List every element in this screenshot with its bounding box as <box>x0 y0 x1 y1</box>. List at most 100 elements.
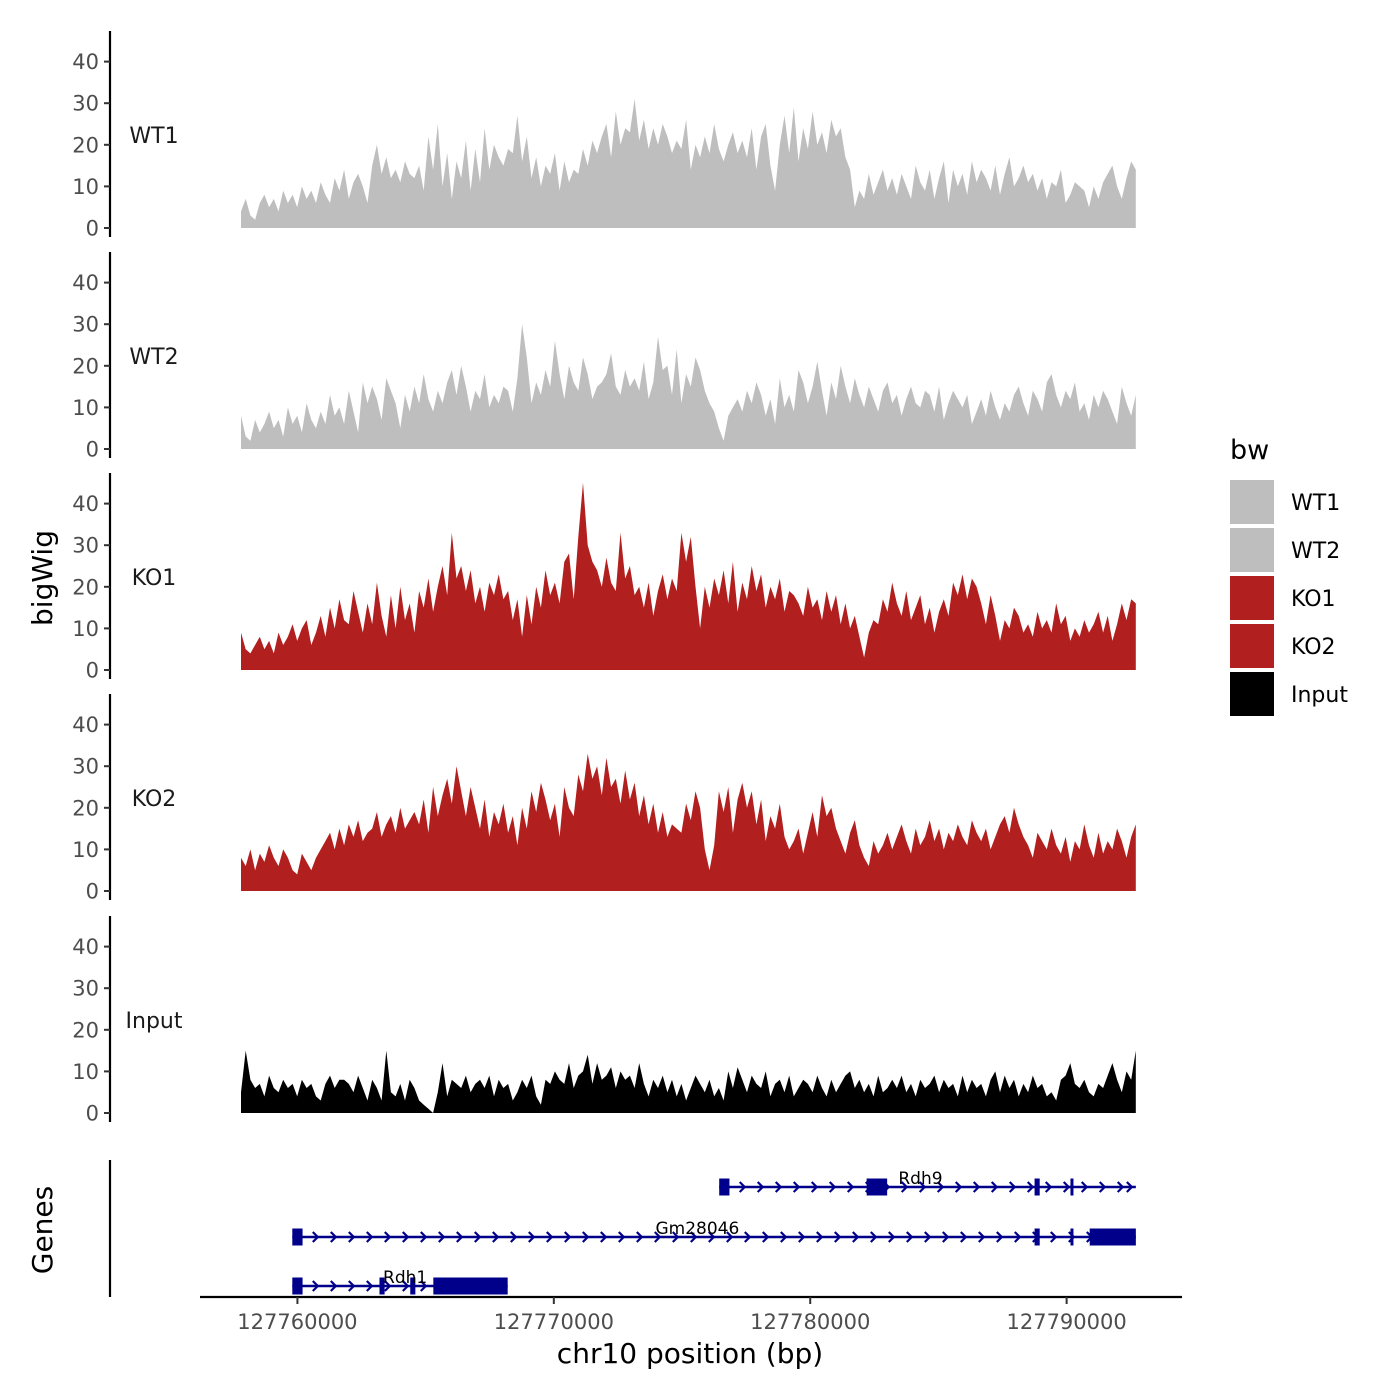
strand-arrow <box>600 1231 608 1243</box>
track-wt2: 0 10 20 30 40 WT2 <box>72 252 1136 462</box>
exon <box>433 1277 508 1295</box>
strand-arrow <box>1126 1181 1134 1193</box>
strand-arrow <box>672 1231 680 1243</box>
x-tick-label: 127760000 <box>237 1310 357 1334</box>
strand-arrow <box>762 1231 770 1243</box>
legend-label: WT1 <box>1291 491 1340 516</box>
strand-arrow <box>852 1231 860 1243</box>
legend-label: WT2 <box>1291 539 1340 564</box>
gene-label: Rdh1 <box>383 1268 427 1288</box>
strand-arrow <box>618 1231 626 1243</box>
strand-arrow <box>438 1231 446 1243</box>
strand-arrow <box>924 1231 932 1243</box>
y-tick-label: 20 <box>72 796 99 820</box>
strand-arrow <box>564 1231 572 1243</box>
gene-label: Rdh9 <box>898 1169 942 1189</box>
genes-layer: Rdh9 Gm28046 Rdh1 <box>108 1160 1136 1297</box>
strand-arrow <box>510 1231 518 1243</box>
strand-arrow <box>348 1231 356 1243</box>
x-tick-label: 127770000 <box>494 1310 614 1334</box>
track-ko2: 0 10 20 30 40 KO2 <box>72 694 1136 904</box>
legend-entry-ko1: KO1 <box>1230 576 1336 620</box>
y-tick-label: 0 <box>86 438 99 462</box>
legend-swatch <box>1230 576 1274 620</box>
strand-arrow <box>330 1280 338 1292</box>
strand-arrow <box>402 1231 410 1243</box>
strand-arrow <box>654 1231 662 1243</box>
strand-arrow <box>942 1231 950 1243</box>
exon <box>1089 1228 1136 1246</box>
legend-label: KO1 <box>1291 587 1336 612</box>
track-label: Input <box>126 1009 183 1034</box>
coverage-area-wt1 <box>241 99 1136 228</box>
legend-swatch <box>1230 624 1274 668</box>
exon <box>866 1178 888 1196</box>
exon <box>1034 1178 1040 1196</box>
strand-arrow <box>906 1231 914 1243</box>
y-tick-label: 20 <box>72 575 99 599</box>
tracks-layer: 0 10 20 30 40 WT1 0 10 20 30 40 WT2 0 10 20 30 40 KO1 0 10 2… <box>72 31 1136 1126</box>
legend-label: Input <box>1291 683 1348 708</box>
strand-arrow <box>810 1181 819 1193</box>
y-tick-label: 0 <box>86 1102 99 1126</box>
x-tick-label: 127790000 <box>1006 1310 1126 1334</box>
y-tick-label: 40 <box>72 492 99 516</box>
y-tick-label: 10 <box>72 1060 99 1084</box>
coverage-area-wt2 <box>241 324 1136 449</box>
exon <box>719 1178 730 1196</box>
y-tick-label: 0 <box>86 659 99 683</box>
strand-arrow <box>708 1231 716 1243</box>
track-label: WT2 <box>129 345 178 370</box>
strand-arrow <box>384 1280 392 1292</box>
y-tick-label: 30 <box>72 977 99 1001</box>
strand-arrow <box>888 1231 896 1243</box>
strand-arrow <box>846 1181 855 1193</box>
strand-arrow <box>1080 1181 1089 1193</box>
track-ko1: 0 10 20 30 40 KO1 <box>72 473 1136 683</box>
exon <box>1070 1228 1074 1246</box>
strand-arrow <box>384 1231 392 1243</box>
coverage-area-ko2 <box>241 753 1136 891</box>
strand-arrow <box>816 1231 824 1243</box>
track-input: 0 10 20 30 40 Input <box>72 916 1136 1126</box>
y-tick-label: 10 <box>72 838 99 862</box>
exon <box>292 1228 303 1246</box>
strand-arrow <box>936 1181 945 1193</box>
y-tick-label: 30 <box>72 755 99 779</box>
y-tick-label: 30 <box>72 534 99 558</box>
strand-arrow <box>312 1280 320 1292</box>
gene-label: Gm28046 <box>655 1219 739 1239</box>
x-axis-title: chr10 position (bp) <box>557 1337 823 1370</box>
strand-arrow <box>954 1181 963 1193</box>
y-tick-label: 40 <box>72 935 99 959</box>
exon <box>410 1277 416 1295</box>
y-tick-label: 10 <box>72 175 99 199</box>
legend-label: KO2 <box>1291 635 1336 660</box>
y-tick-label: 0 <box>86 217 99 241</box>
y-tick-label: 20 <box>72 1018 99 1042</box>
exon <box>1070 1178 1074 1196</box>
coverage-area-input <box>241 1050 1136 1113</box>
strand-arrow <box>1116 1181 1125 1193</box>
strand-arrow <box>792 1181 801 1193</box>
strand-arrow <box>1008 1181 1017 1193</box>
y-tick-label: 40 <box>72 713 99 737</box>
gene-rdh1: Rdh1 <box>292 1268 508 1295</box>
strand-arrow <box>582 1231 590 1243</box>
strand-arrow <box>870 1231 878 1243</box>
strand-arrow <box>780 1231 788 1243</box>
y-tick-label: 10 <box>72 396 99 420</box>
strand-arrow <box>918 1181 927 1193</box>
exon <box>1034 1228 1040 1246</box>
y-tick-label: 20 <box>72 354 99 378</box>
coverage-area-ko1 <box>241 482 1136 670</box>
gene-rdh9: Rdh9 <box>719 1169 1136 1196</box>
strand-arrow <box>312 1231 320 1243</box>
strand-arrow <box>774 1181 783 1193</box>
y-tick-label: 40 <box>72 50 99 74</box>
y-tick-label: 30 <box>72 313 99 337</box>
strand-arrow <box>366 1280 374 1292</box>
legend-swatch <box>1230 480 1274 524</box>
legend-title: bw <box>1230 435 1269 466</box>
y-tick-label: 30 <box>72 92 99 116</box>
